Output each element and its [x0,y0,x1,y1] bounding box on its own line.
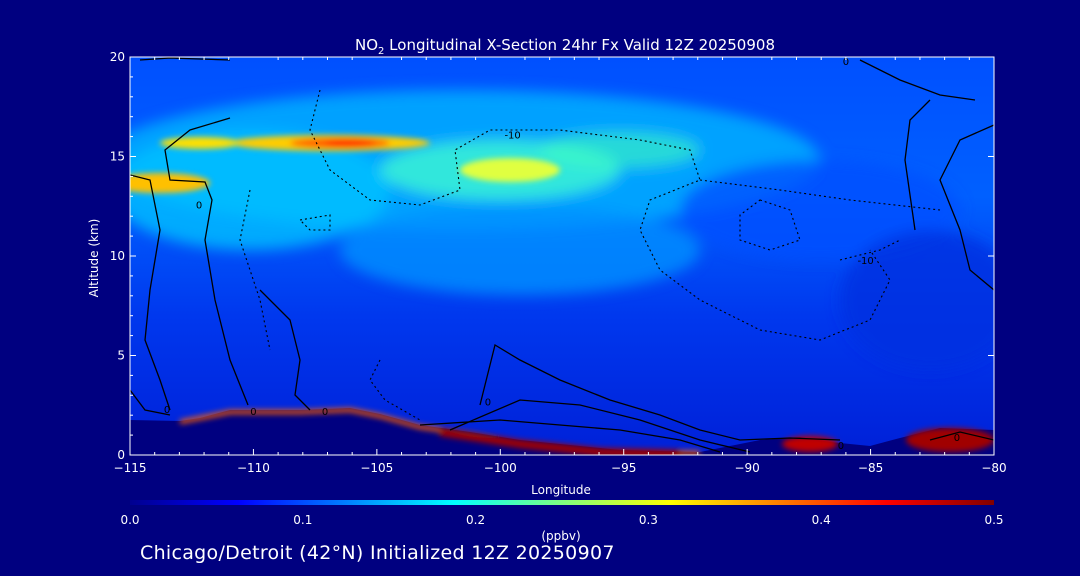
contour-line [130,174,171,411]
contour-line [929,431,994,441]
no2-field-upper [130,90,994,370]
y-axis-label: Altitude (km) [87,219,101,298]
title-species: NO [355,36,378,54]
contour-line [164,117,249,406]
contour-line [479,343,841,441]
contour-line [298,214,331,231]
y-tick-label: 20 [110,50,125,64]
y-axis: 0 5 10 15 20 [110,50,994,462]
x-tick-label: −105 [360,461,393,475]
contour-label: 0 [196,200,202,211]
x-axis-label: Longitude [531,483,591,497]
chart-title: NO2 Longitudinal X-Section 24hr Fx Valid… [355,36,775,57]
no2-field-surface [179,407,994,455]
colorbar-tick-label: 0.4 [812,513,831,527]
contour-label: -10 [857,256,873,267]
contour-line [419,419,721,453]
title-rest: Longitudinal X-Section 24hr Fx Valid 12Z… [384,36,775,54]
contour-lines [130,57,994,453]
contour-label: 0 [838,441,844,452]
contour-label: 0 [250,407,256,418]
y-tick-label: 5 [117,349,125,363]
contour-line [259,289,311,411]
contour-line [904,99,931,231]
contour-label: 0 [954,433,960,444]
x-tick-label: −90 [734,461,759,475]
x-tick-label: −95 [611,461,636,475]
x-tick-label: −80 [981,461,1006,475]
contour-label: 0 [322,407,328,418]
plot-area: -10 -10 0 0 0 0 0 0 0 0 [130,57,994,455]
contour-label: 0 [164,405,170,416]
colorbar-tick-label: 0.0 [120,513,139,527]
x-axis: −115 −110 −105 −100 −95 −90 −85 −80 [114,57,1007,475]
colorbar-tick-label: 0.1 [293,513,312,527]
y-tick-label: 10 [110,249,125,263]
contour-line [739,199,801,251]
colorbar-tick-label: 0.3 [639,513,658,527]
contour-line [130,389,171,416]
x-tick-label: −115 [114,461,147,475]
contour-line [939,124,994,291]
y-tick-label: 0 [117,448,125,462]
x-tick-label: −100 [484,461,517,475]
contour-line [449,399,751,453]
contour-label: 0 [843,57,849,68]
colorbar-tick-label: 0.2 [466,513,485,527]
contour-lines-negative [239,89,941,421]
colorbar-ticks: 0.0 0.1 0.2 0.3 0.4 0.5 [120,513,1003,527]
colorbar-tick-label: 0.5 [984,513,1003,527]
surface-layer [130,408,994,455]
colorbar-label: (ppbv) [541,529,580,543]
contour-line [859,59,976,101]
x-tick-label: −110 [237,461,270,475]
contour-label: 0 [485,397,491,408]
contour-label: -10 [504,131,520,142]
y-tick-label: 15 [110,150,125,164]
contour-line [839,239,901,261]
colorbar: 0.0 0.1 0.2 0.3 0.4 0.5 (ppbv) [120,500,1004,543]
title-subscript: 2 [378,46,384,57]
contour-line [309,89,891,341]
footer-caption: Chicago/Detroit (42°N) Initialized 12Z 2… [140,542,615,564]
contour-line [369,359,421,421]
no2-field-maxima [130,135,560,193]
contour-line [239,189,271,351]
contour-labels: -10 -10 0 0 0 0 0 0 0 0 [164,57,960,452]
contour-line [699,179,941,211]
x-tick-label: −85 [858,461,883,475]
colorbar-scale [130,500,994,505]
